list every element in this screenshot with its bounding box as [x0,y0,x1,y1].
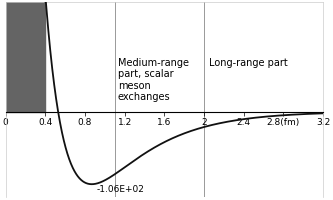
Text: -1.06E+02: -1.06E+02 [97,184,145,193]
Text: Long-range part: Long-range part [209,57,288,67]
Text: Medium-range
part, scalar
meson
exchanges: Medium-range part, scalar meson exchange… [118,57,189,102]
Bar [6,3,45,112]
